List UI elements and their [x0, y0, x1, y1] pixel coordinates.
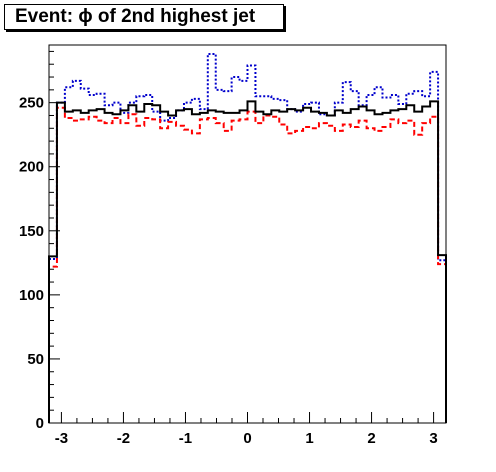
chart-title: Event: ϕ of 2nd highest jet [4, 4, 284, 30]
series-dashed-line [48, 106, 447, 423]
axis-layer: -3 -2 -1 0 1 2 3 0 50 100 150 200 250 [19, 50, 438, 447]
x-tick-label: -3 [55, 430, 68, 447]
y-tick-label: 150 [19, 223, 44, 240]
series-solid-line [48, 100, 447, 423]
y-tick-label: 100 [19, 287, 44, 304]
y-tick-label: 50 [27, 351, 44, 368]
y-tick-label: 250 [19, 95, 44, 112]
x-tick-label: 2 [367, 430, 375, 447]
x-tick-label: -1 [179, 430, 192, 447]
series-layer [48, 52, 447, 423]
x-tick-label: -2 [117, 430, 130, 447]
y-tick-label: 0 [36, 415, 44, 432]
x-tick-label: 3 [429, 430, 437, 447]
x-tick-label: 0 [243, 430, 251, 447]
y-tick-label: 200 [19, 159, 44, 176]
x-tick-label: 1 [305, 430, 313, 447]
